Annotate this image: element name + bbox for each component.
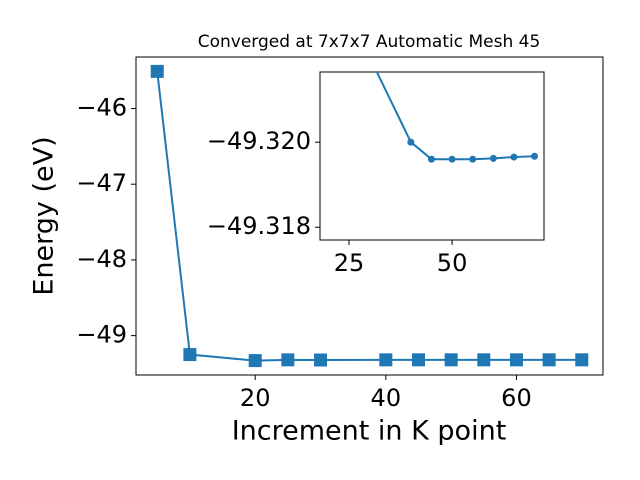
marker xyxy=(411,353,425,367)
series-group xyxy=(375,72,539,163)
marker xyxy=(510,153,518,161)
marker xyxy=(281,353,295,367)
x-axis-label: Increment in K point xyxy=(232,416,507,447)
x-tick-label: 60 xyxy=(501,384,532,412)
marker xyxy=(444,353,458,367)
marker xyxy=(469,155,477,163)
x-tick-label: 20 xyxy=(240,384,271,412)
marker xyxy=(489,154,497,162)
marker xyxy=(314,353,328,367)
x-tick-label: 40 xyxy=(371,384,402,412)
marker xyxy=(448,155,456,163)
marker xyxy=(575,353,589,367)
marker xyxy=(542,353,556,367)
y-tick-label: −46 xyxy=(76,93,127,121)
marker xyxy=(477,353,491,367)
marker xyxy=(150,64,164,78)
marker xyxy=(427,155,435,163)
marker xyxy=(407,138,415,146)
series-group xyxy=(150,64,589,368)
marker xyxy=(183,348,197,362)
marker xyxy=(509,353,523,367)
y-tick-label: −48 xyxy=(76,245,127,273)
marker xyxy=(531,152,539,160)
y-tick-label: −47 xyxy=(76,169,127,197)
marker xyxy=(379,353,393,367)
chart-title: Converged at 7x7x7 Automatic Mesh 45 xyxy=(198,32,541,52)
y-axis-label: Energy (eV) xyxy=(29,136,60,295)
y-tick-label: −49.318 xyxy=(207,212,311,240)
marker xyxy=(248,354,262,368)
y-tick-label: −49.320 xyxy=(207,127,311,155)
y-tick-label: −49 xyxy=(76,321,127,349)
x-tick-label: 25 xyxy=(334,249,365,277)
x-tick-label: 50 xyxy=(437,249,468,277)
